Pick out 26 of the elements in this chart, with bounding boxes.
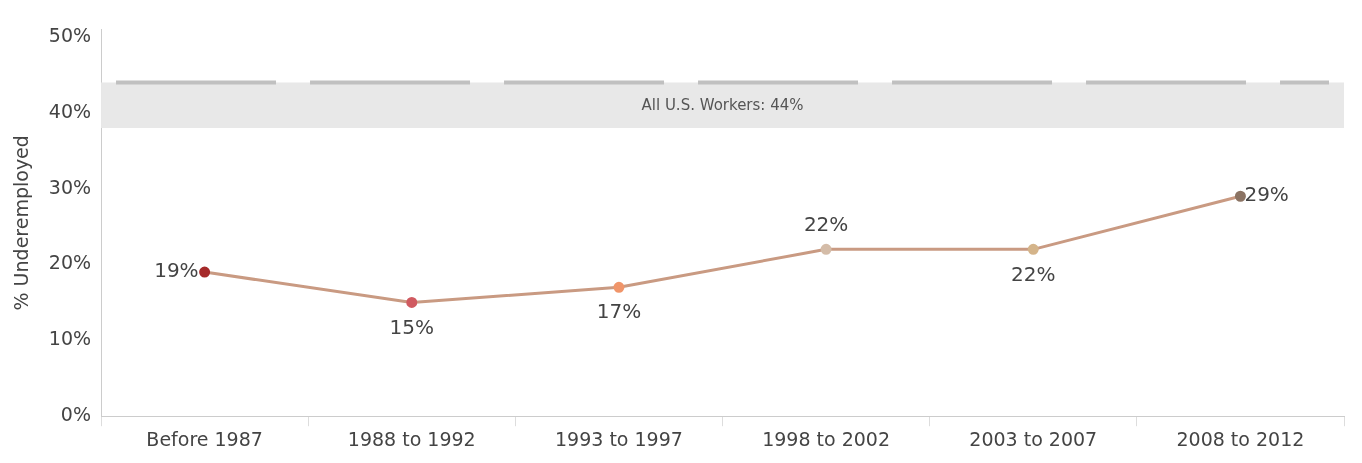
y-tick-label: 40% <box>48 99 92 122</box>
x-tick-label: 1988 to 1992 <box>347 427 476 450</box>
text: 22% <box>803 211 849 236</box>
text: 19% <box>154 258 199 283</box>
point <box>199 266 211 278</box>
point <box>820 243 832 255</box>
x-tick-label: 2008 to 2012 <box>1176 427 1305 450</box>
text: 15% <box>389 314 434 339</box>
text: 22% <box>1011 261 1056 286</box>
y-axis-title: % Underemployed <box>10 135 33 311</box>
y-tick-label: 0% <box>60 403 92 426</box>
y-tick-label: 10% <box>48 327 92 350</box>
y-tick-label: 20% <box>48 251 92 274</box>
x-tick-label: 1993 to 1997 <box>555 427 683 450</box>
ref-line-label: All U.S. Workers: 44% <box>641 96 804 115</box>
text: 29% <box>1244 182 1289 207</box>
x-tick-label: 2003 to 2007 <box>969 427 1098 450</box>
point <box>1234 190 1246 202</box>
text: 17% <box>596 299 642 324</box>
point <box>406 296 418 308</box>
point <box>613 281 625 293</box>
x-tick-label: Before 1987 <box>146 427 263 450</box>
y-tick-label: 50% <box>48 23 92 46</box>
x-tick-label: 1998 to 2002 <box>762 427 891 450</box>
y-tick-label: 30% <box>48 175 92 198</box>
point <box>1027 243 1039 255</box>
